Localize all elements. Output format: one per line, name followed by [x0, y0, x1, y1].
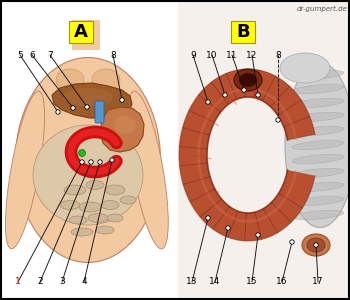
- Bar: [72, 20, 100, 50]
- Ellipse shape: [120, 196, 136, 204]
- Ellipse shape: [6, 91, 44, 249]
- Ellipse shape: [96, 226, 114, 234]
- Ellipse shape: [239, 73, 257, 87]
- Circle shape: [98, 160, 102, 164]
- Ellipse shape: [292, 182, 344, 192]
- Ellipse shape: [114, 116, 136, 134]
- Text: 8: 8: [110, 50, 116, 59]
- Polygon shape: [100, 107, 144, 152]
- Text: 5: 5: [17, 50, 23, 59]
- Ellipse shape: [86, 181, 104, 190]
- Text: 1: 1: [15, 278, 21, 286]
- Circle shape: [256, 93, 260, 97]
- FancyBboxPatch shape: [69, 21, 93, 43]
- Ellipse shape: [15, 58, 161, 262]
- Text: 13: 13: [186, 278, 198, 286]
- Text: 14: 14: [209, 278, 221, 286]
- Circle shape: [226, 226, 230, 230]
- Text: A: A: [74, 23, 88, 41]
- Ellipse shape: [33, 125, 143, 225]
- Text: 10: 10: [206, 50, 218, 59]
- Ellipse shape: [88, 214, 108, 223]
- Circle shape: [276, 118, 280, 122]
- Circle shape: [256, 233, 260, 237]
- Circle shape: [242, 88, 246, 92]
- Ellipse shape: [285, 62, 350, 227]
- Text: 17: 17: [312, 278, 324, 286]
- FancyBboxPatch shape: [231, 21, 255, 43]
- Ellipse shape: [292, 196, 344, 206]
- Ellipse shape: [302, 234, 330, 256]
- Text: 7: 7: [47, 50, 53, 59]
- Polygon shape: [179, 69, 315, 241]
- Text: 12: 12: [246, 50, 258, 59]
- Circle shape: [56, 110, 60, 114]
- Text: B: B: [236, 23, 250, 41]
- Circle shape: [314, 243, 318, 247]
- Text: 15: 15: [246, 278, 258, 286]
- Text: 3: 3: [59, 278, 65, 286]
- Circle shape: [110, 158, 114, 162]
- Text: 6: 6: [29, 50, 35, 59]
- Text: dr-gumpert.de: dr-gumpert.de: [296, 6, 347, 12]
- Text: 9: 9: [190, 50, 196, 59]
- Ellipse shape: [292, 210, 344, 220]
- Text: 16: 16: [276, 278, 288, 286]
- Ellipse shape: [63, 88, 113, 106]
- Polygon shape: [52, 83, 132, 118]
- Ellipse shape: [292, 126, 344, 136]
- Ellipse shape: [234, 69, 262, 91]
- Ellipse shape: [292, 98, 344, 108]
- Ellipse shape: [292, 70, 344, 80]
- Ellipse shape: [92, 69, 120, 91]
- Circle shape: [120, 98, 124, 102]
- Circle shape: [206, 100, 210, 104]
- Ellipse shape: [69, 216, 87, 224]
- Bar: [178, 2, 348, 298]
- Ellipse shape: [56, 69, 84, 91]
- Ellipse shape: [64, 185, 86, 195]
- Ellipse shape: [79, 202, 101, 212]
- Circle shape: [206, 216, 210, 220]
- Ellipse shape: [292, 140, 344, 150]
- Text: 8: 8: [275, 50, 281, 59]
- Text: 2: 2: [37, 278, 43, 286]
- Text: 4: 4: [81, 278, 87, 286]
- Circle shape: [78, 149, 85, 157]
- Circle shape: [290, 240, 294, 244]
- FancyBboxPatch shape: [95, 101, 104, 123]
- Ellipse shape: [128, 91, 168, 249]
- Ellipse shape: [60, 200, 80, 209]
- Ellipse shape: [105, 185, 125, 195]
- Ellipse shape: [292, 168, 344, 178]
- Circle shape: [85, 105, 89, 109]
- Ellipse shape: [307, 238, 325, 252]
- Ellipse shape: [71, 228, 93, 236]
- Circle shape: [80, 160, 84, 164]
- Circle shape: [89, 160, 93, 164]
- Ellipse shape: [292, 154, 344, 164]
- Circle shape: [223, 93, 227, 97]
- Ellipse shape: [101, 200, 119, 209]
- Ellipse shape: [280, 53, 330, 83]
- Circle shape: [71, 106, 75, 110]
- Ellipse shape: [107, 214, 123, 222]
- Text: 11: 11: [226, 50, 238, 59]
- Ellipse shape: [292, 112, 344, 122]
- Ellipse shape: [292, 84, 344, 94]
